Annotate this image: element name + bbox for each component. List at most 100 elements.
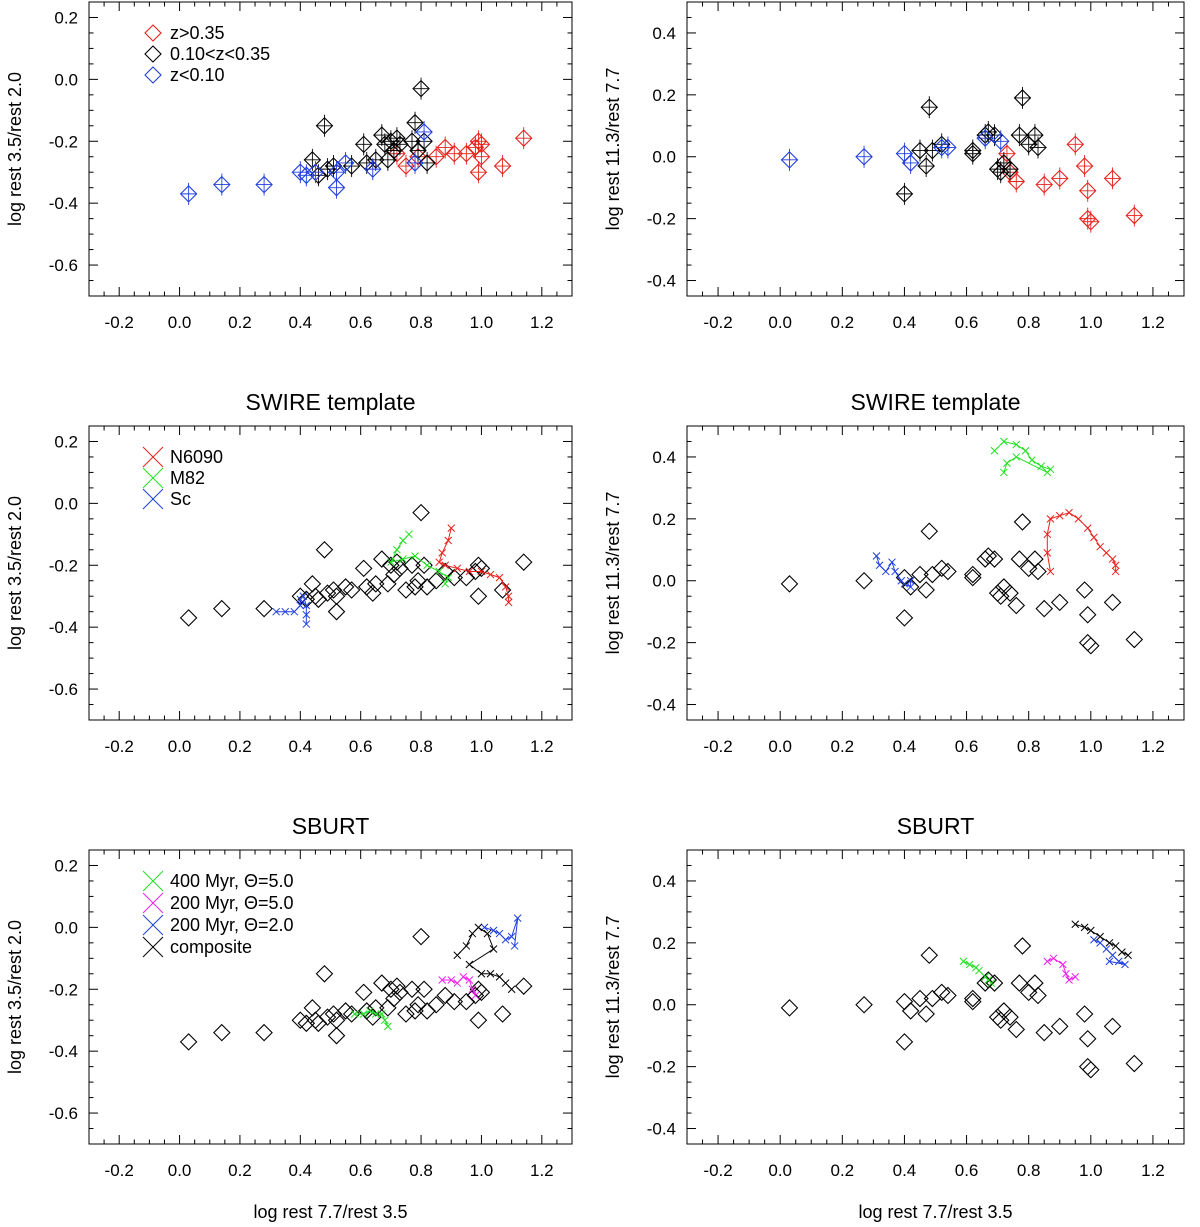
track-point: [1083, 524, 1092, 532]
series-z<0.10: [780, 127, 1010, 174]
track-point: [495, 573, 504, 582]
track-line: [389, 533, 449, 585]
track-point: [462, 942, 471, 950]
data-point: [963, 992, 982, 1011]
x-tick-label: 1.2: [1141, 313, 1165, 332]
plot-frame: [686, 849, 1185, 1145]
data-point: [427, 995, 445, 1014]
data-point: [388, 977, 406, 995]
data-point: [297, 1014, 316, 1033]
track-point: [272, 607, 281, 616]
data-point: [991, 587, 1010, 605]
data-point: [373, 124, 391, 147]
legend-label: Sc: [170, 489, 191, 509]
data-point: [976, 974, 994, 992]
track-point: [435, 558, 444, 567]
data-point: [1078, 179, 1097, 202]
data-point: [1066, 133, 1085, 156]
legend-symbol: [142, 936, 164, 958]
x-axis: -0.2 0.0 0.2 0.4 0.6 0.8 1.0 1.2: [88, 426, 573, 756]
data-point: [415, 980, 433, 999]
data-point: [1007, 170, 1026, 193]
legend-label: z>0.35: [170, 23, 225, 43]
track-point: [513, 914, 522, 922]
x-tick-label: 1.2: [530, 737, 554, 756]
data-point: [1001, 158, 1019, 181]
data-point: [1125, 630, 1144, 649]
track-point: [1124, 951, 1132, 960]
x-tick-label: 0.2: [228, 1161, 252, 1180]
data-point: [179, 182, 198, 205]
track-Sc: [272, 592, 311, 628]
data-point: [415, 556, 433, 575]
data-point: [406, 578, 424, 596]
track-point: [1043, 957, 1052, 966]
data-point: [255, 599, 273, 618]
y-tick-label: 0.2: [54, 432, 78, 451]
data-point: [315, 114, 334, 137]
data-point: [309, 590, 328, 609]
x-tick-label: 0.6: [349, 1161, 373, 1180]
track-point: [438, 976, 447, 984]
legend-label: M82: [170, 468, 205, 488]
y-tick-label: -0.2: [647, 210, 676, 229]
x-axis: -0.2 0.0 0.2 0.4 0.6 0.8 1.0 1.2: [88, 2, 573, 332]
data-point: [291, 1011, 310, 1029]
x-tick-label: 0.0: [168, 1161, 192, 1180]
track-point: [290, 607, 299, 616]
track-point: [399, 536, 407, 545]
legend-item: 200 Myr, Θ=5.0: [142, 892, 294, 914]
track-point: [1102, 549, 1111, 557]
track-point: [465, 960, 474, 969]
data-point: [963, 989, 982, 1008]
data-point: [963, 139, 982, 162]
track-200 Myr, Θ=2.0: [1090, 935, 1129, 969]
data-point: [324, 581, 343, 599]
data-point: [895, 609, 914, 627]
x-tick-label: 0.4: [288, 1161, 312, 1180]
legend-symbol: [142, 467, 164, 489]
legend-label: 400 Myr, Θ=5.0: [170, 871, 294, 891]
legend-symbol: [144, 66, 162, 84]
track-point: [387, 558, 395, 567]
track-point: [411, 552, 419, 560]
data-point: [901, 1002, 920, 1020]
data-point: [403, 556, 421, 575]
track-point: [453, 979, 462, 987]
panel-middle-left: -0.2 0.0 0.2 0.4 0.6 0.8 1.0 1.2 -0.6 -0.4 -0.2 0.0…: [5, 389, 573, 756]
series-z<0.10: [179, 120, 433, 205]
data-point: [988, 584, 1007, 602]
data-point: [895, 182, 914, 205]
data-point: [409, 995, 427, 1014]
track-point: [987, 979, 996, 987]
y-axis: -0.6 -0.4 -0.2 0.0 0.2: [49, 1, 572, 297]
track-point: [1111, 942, 1120, 950]
track-point: [1111, 561, 1120, 570]
track-400 Myr, Θ=5.0: [350, 1007, 392, 1031]
track-point: [483, 929, 492, 938]
data-point: [923, 989, 942, 1008]
data-point: [445, 992, 464, 1011]
data-point: [457, 992, 476, 1011]
y-tick-label: -0.6: [49, 680, 78, 699]
y-axis: -0.4 -0.2 0.0 0.2 0.4: [647, 425, 1184, 721]
data-point: [1013, 86, 1032, 109]
track-point: [510, 942, 519, 950]
legend-label: z<0.10: [170, 65, 225, 85]
data-point: [1035, 173, 1053, 196]
legend-symbol: [142, 446, 164, 468]
y-tick-label: 0.2: [54, 8, 78, 27]
panel-bottom-left: -0.2 0.0 0.2 0.4 0.6 0.8 1.0 1.2 -0.6 -0.4 -0.2 0.0…: [5, 813, 573, 1222]
track-point: [1071, 973, 1080, 981]
data-point: [418, 578, 436, 596]
track-point: [441, 561, 450, 570]
track-point: [1118, 948, 1126, 956]
track-point: [1012, 440, 1021, 449]
track-point: [377, 1010, 386, 1018]
y-tick-label: 0.2: [652, 510, 676, 529]
track-point: [371, 1010, 380, 1018]
data-point: [995, 578, 1013, 596]
data-point: [412, 77, 430, 100]
y-tick-label: -0.4: [647, 696, 676, 715]
